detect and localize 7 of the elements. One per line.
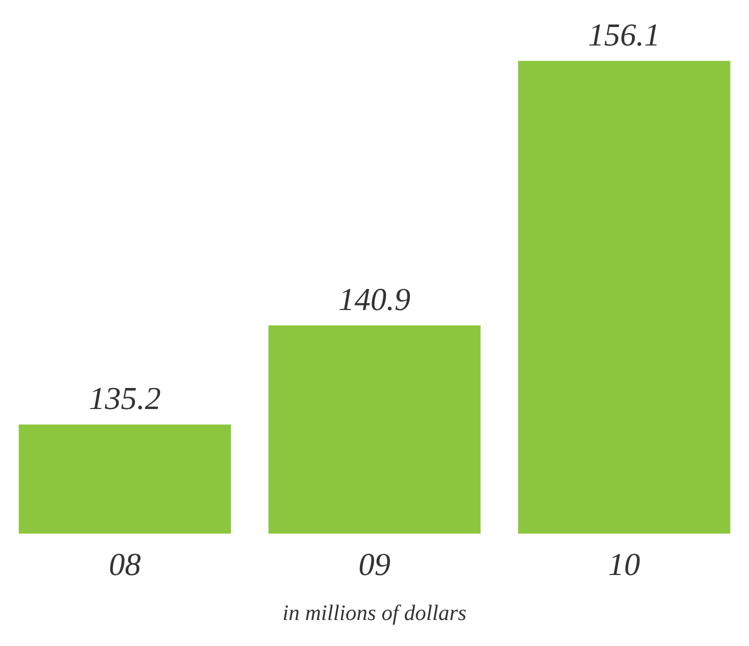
data-label: 135.2 — [88, 380, 161, 416]
data-label: 140.9 — [338, 280, 410, 317]
data-label: 156.1 — [588, 16, 660, 52]
annotation: in millions of dollars — [282, 600, 468, 626]
x-tick-label: 10 — [608, 546, 640, 582]
x-tick-label: 08 — [108, 546, 141, 582]
x-tick-label: 09 — [358, 546, 390, 582]
